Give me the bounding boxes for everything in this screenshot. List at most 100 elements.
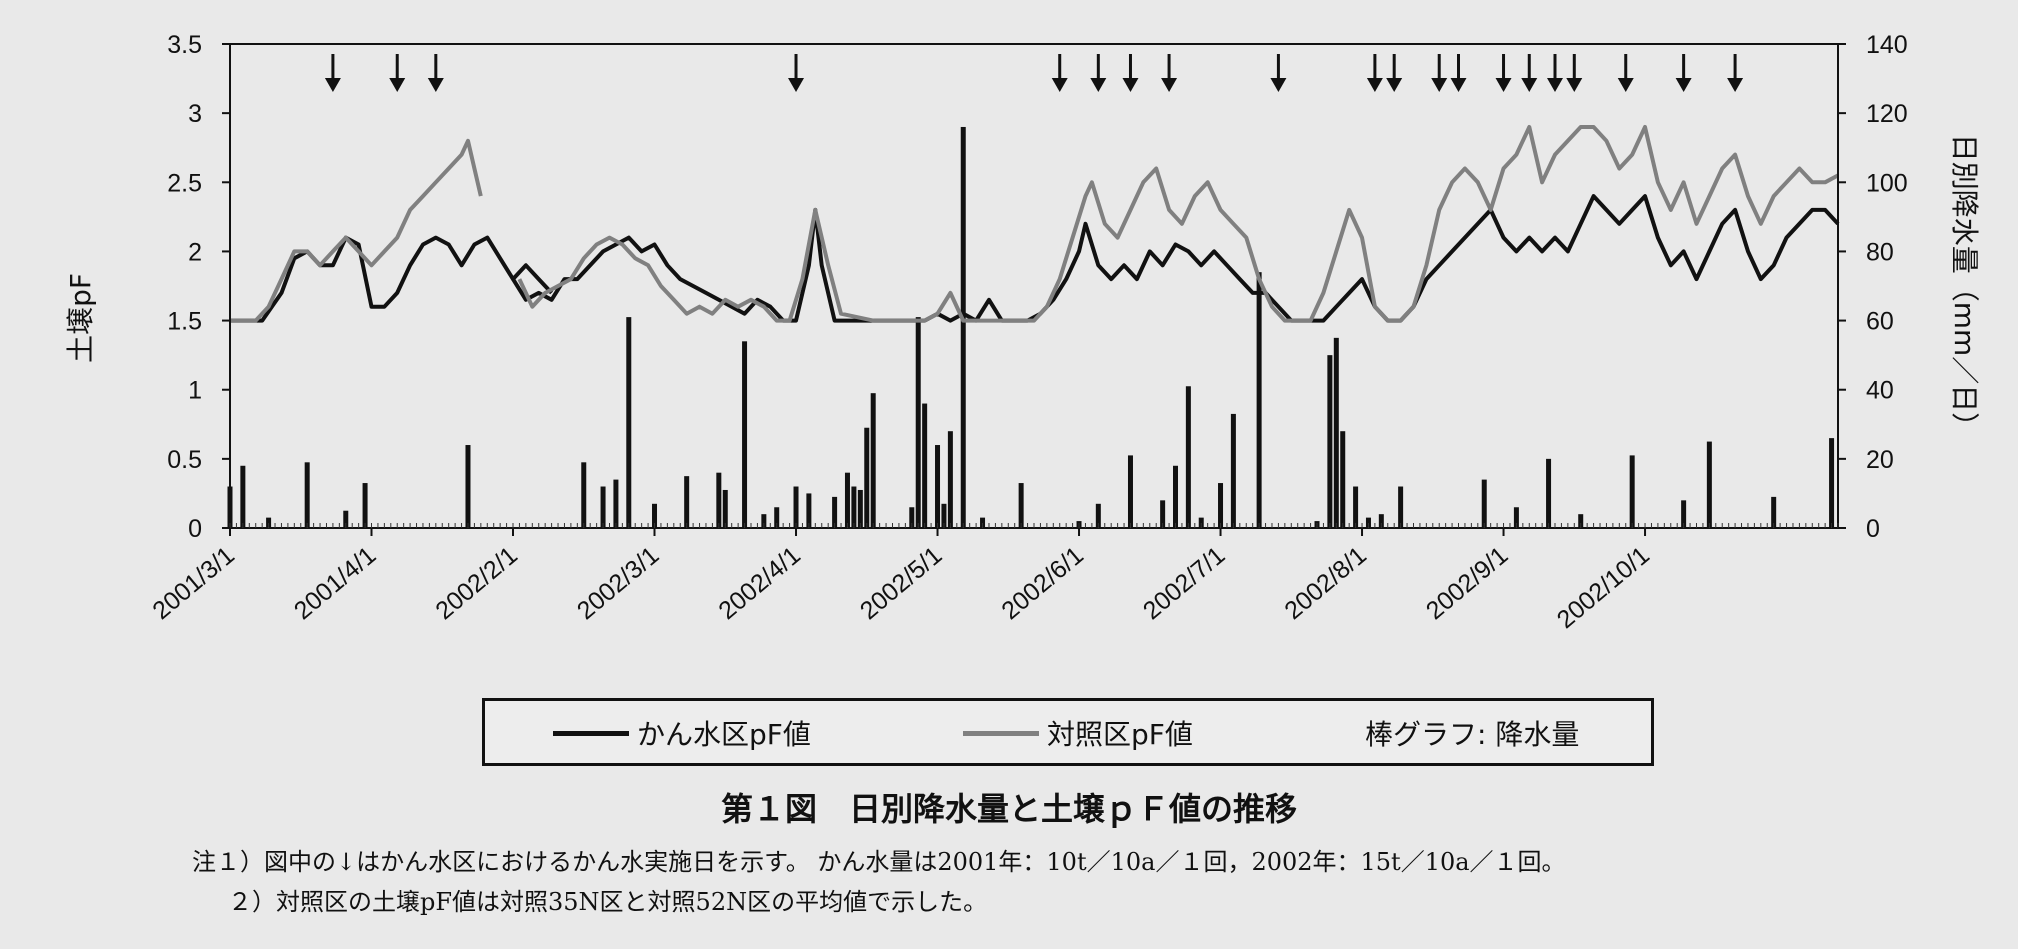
irrigation-arrow-head — [1546, 78, 1563, 92]
x-tick-label: 2002/7/1 — [1138, 541, 1231, 625]
rainfall-bar — [761, 514, 767, 528]
irrigation-arrow-head — [1617, 78, 1634, 92]
rainfall-bar — [722, 489, 728, 528]
rainfall-bar — [844, 472, 850, 528]
irrigation-arrow-head — [1495, 78, 1512, 92]
figure-caption: 第１図 日別降水量と土壌ｐＦ値の推移 — [720, 790, 1297, 828]
y-right-tick-label: 20 — [1866, 446, 1894, 474]
y-right-tick-label: 60 — [1866, 308, 1894, 336]
plot-frame — [229, 43, 1839, 529]
irrigation-arrow-head — [1122, 78, 1139, 92]
rainfall-bar — [613, 479, 619, 528]
rainfall-bar — [684, 476, 690, 528]
pf-series-line — [517, 125, 1839, 323]
x-tick-label: 2002/4/1 — [713, 541, 806, 625]
legend-swatch-irrigated — [553, 730, 629, 736]
rainfall-bar — [915, 317, 921, 528]
rainfall-bar — [1018, 483, 1024, 528]
x-tick-label: 2002/10/1 — [1552, 541, 1655, 634]
x-tick-label: 2002/3/1 — [572, 541, 665, 625]
rainfall-bar — [1218, 483, 1224, 528]
rainfall-bar — [465, 445, 471, 528]
rainfall-bar — [1706, 441, 1712, 528]
x-tick-label: 2002/8/1 — [1279, 541, 1372, 625]
pf-series-line — [230, 138, 483, 323]
x-tick-label: 2001/4/1 — [289, 541, 382, 625]
y-axis-left: 0 0.5 1 1.5 2 2.5 3 3.5 — [167, 31, 230, 543]
rainfall-bar — [1198, 517, 1204, 528]
rainfall-bar — [1513, 507, 1519, 528]
rainfall-bar — [1230, 413, 1236, 528]
rainfall-bar — [909, 507, 915, 528]
rainfall-bar — [806, 493, 812, 528]
irrigation-arrow-head — [324, 78, 341, 92]
rainfall-bar — [980, 517, 986, 528]
plot-border — [229, 43, 1839, 529]
pf-series-line — [230, 235, 554, 323]
rainfall-bar — [870, 393, 876, 528]
rainfall-bar — [1160, 500, 1166, 528]
legend-label-control: 対照区pF値 — [1047, 718, 1193, 751]
x-axis: 2001/3/1 2001/4/1 2002/2/1 2002/3/1 2002/4/1… — [147, 528, 1655, 634]
y-left-tick-label: 2 — [188, 238, 202, 266]
legend-item-bars: 棒グラフ: 降水量 — [1365, 715, 1579, 751]
rainfall-bar — [652, 503, 658, 528]
y-left-tick-label: 3 — [188, 100, 202, 128]
y-right-tick-label: 40 — [1866, 377, 1894, 405]
rainfall-bar — [266, 517, 272, 528]
x-tick-label: 2001/3/1 — [147, 541, 240, 625]
rainfall-bar — [1095, 503, 1101, 528]
rainfall-bar — [1578, 514, 1584, 528]
irrigation-arrow-head — [1161, 78, 1178, 92]
legend-label-bars: 棒グラフ: 降水量 — [1365, 718, 1580, 751]
rainfall-bar — [1353, 486, 1359, 528]
rainfall-bar — [947, 431, 953, 528]
rainfall-bar — [1771, 496, 1777, 528]
rainfall-bar — [1481, 479, 1487, 528]
irrigation-arrow-head — [1386, 78, 1403, 92]
note-1: 注１）図中の↓はかん水区におけるかん水実施日を示す。 かん水量は2001年：10… — [192, 848, 1566, 876]
rainfall-bar — [857, 489, 863, 528]
rainfall-bar — [774, 507, 780, 528]
irrigation-arrows — [324, 54, 1744, 92]
rainfall-bar — [1340, 431, 1346, 528]
x-tick-label: 2002/2/1 — [430, 541, 523, 625]
irrigation-arrow-head — [1675, 78, 1692, 92]
x-tick-label: 2002/5/1 — [855, 541, 948, 625]
rainfall-bar — [851, 486, 857, 528]
y-left-tick-label: 1 — [188, 377, 202, 405]
y-left-tick-label: 2.5 — [167, 169, 202, 197]
y-left-tick-label: 1.5 — [167, 308, 202, 336]
y-right-tick-label: 140 — [1866, 31, 1908, 59]
rainfall-bar — [1173, 465, 1179, 528]
irrigation-arrow-head — [1431, 78, 1448, 92]
rainfall-bar — [1365, 517, 1371, 528]
pf-series-line — [511, 194, 1840, 323]
legend: かん水区pF値 対照区pF値 棒グラフ: 降水量 — [482, 698, 1654, 766]
rainfall-bar — [362, 483, 368, 528]
rainfall-bar — [1185, 386, 1191, 528]
rainfall-bar — [1333, 337, 1339, 528]
rainfall-bar — [600, 486, 606, 528]
y-axis-right: 0 20 40 60 80 100 120 140 — [1838, 31, 1908, 543]
rainfall-bar — [626, 317, 632, 528]
rainfall-bar — [960, 126, 966, 528]
rainfall-bars — [227, 126, 1835, 528]
rainfall-bar — [240, 465, 246, 528]
legend-label-irrigated: かん水区pF値 — [637, 718, 811, 751]
rainfall-bar — [1829, 438, 1835, 528]
rainfall-bar — [742, 341, 748, 528]
irrigation-arrow-head — [1727, 78, 1744, 92]
y-left-tick-label: 0 — [188, 515, 202, 543]
y-right-tick-label: 0 — [1866, 515, 1880, 543]
irrigation-arrow-head — [427, 78, 444, 92]
legend-swatch-control — [963, 730, 1039, 736]
rainfall-bar — [935, 445, 941, 528]
rainfall-bar — [1127, 455, 1133, 528]
note-2: ２）対照区の土壌pF値は対照35N区と対照52N区の平均値で示した。 — [228, 888, 988, 916]
y-left-tick-label: 0.5 — [167, 446, 202, 474]
chart-canvas: 0 0.5 1 1.5 2 2.5 3 3.5 0 20 40 60 80 100 120 140 2001… — [64, 31, 1981, 634]
rainfall-bar — [793, 486, 799, 528]
x-tick-label: 2002/9/1 — [1421, 541, 1514, 625]
irrigation-arrow-head — [1450, 78, 1467, 92]
